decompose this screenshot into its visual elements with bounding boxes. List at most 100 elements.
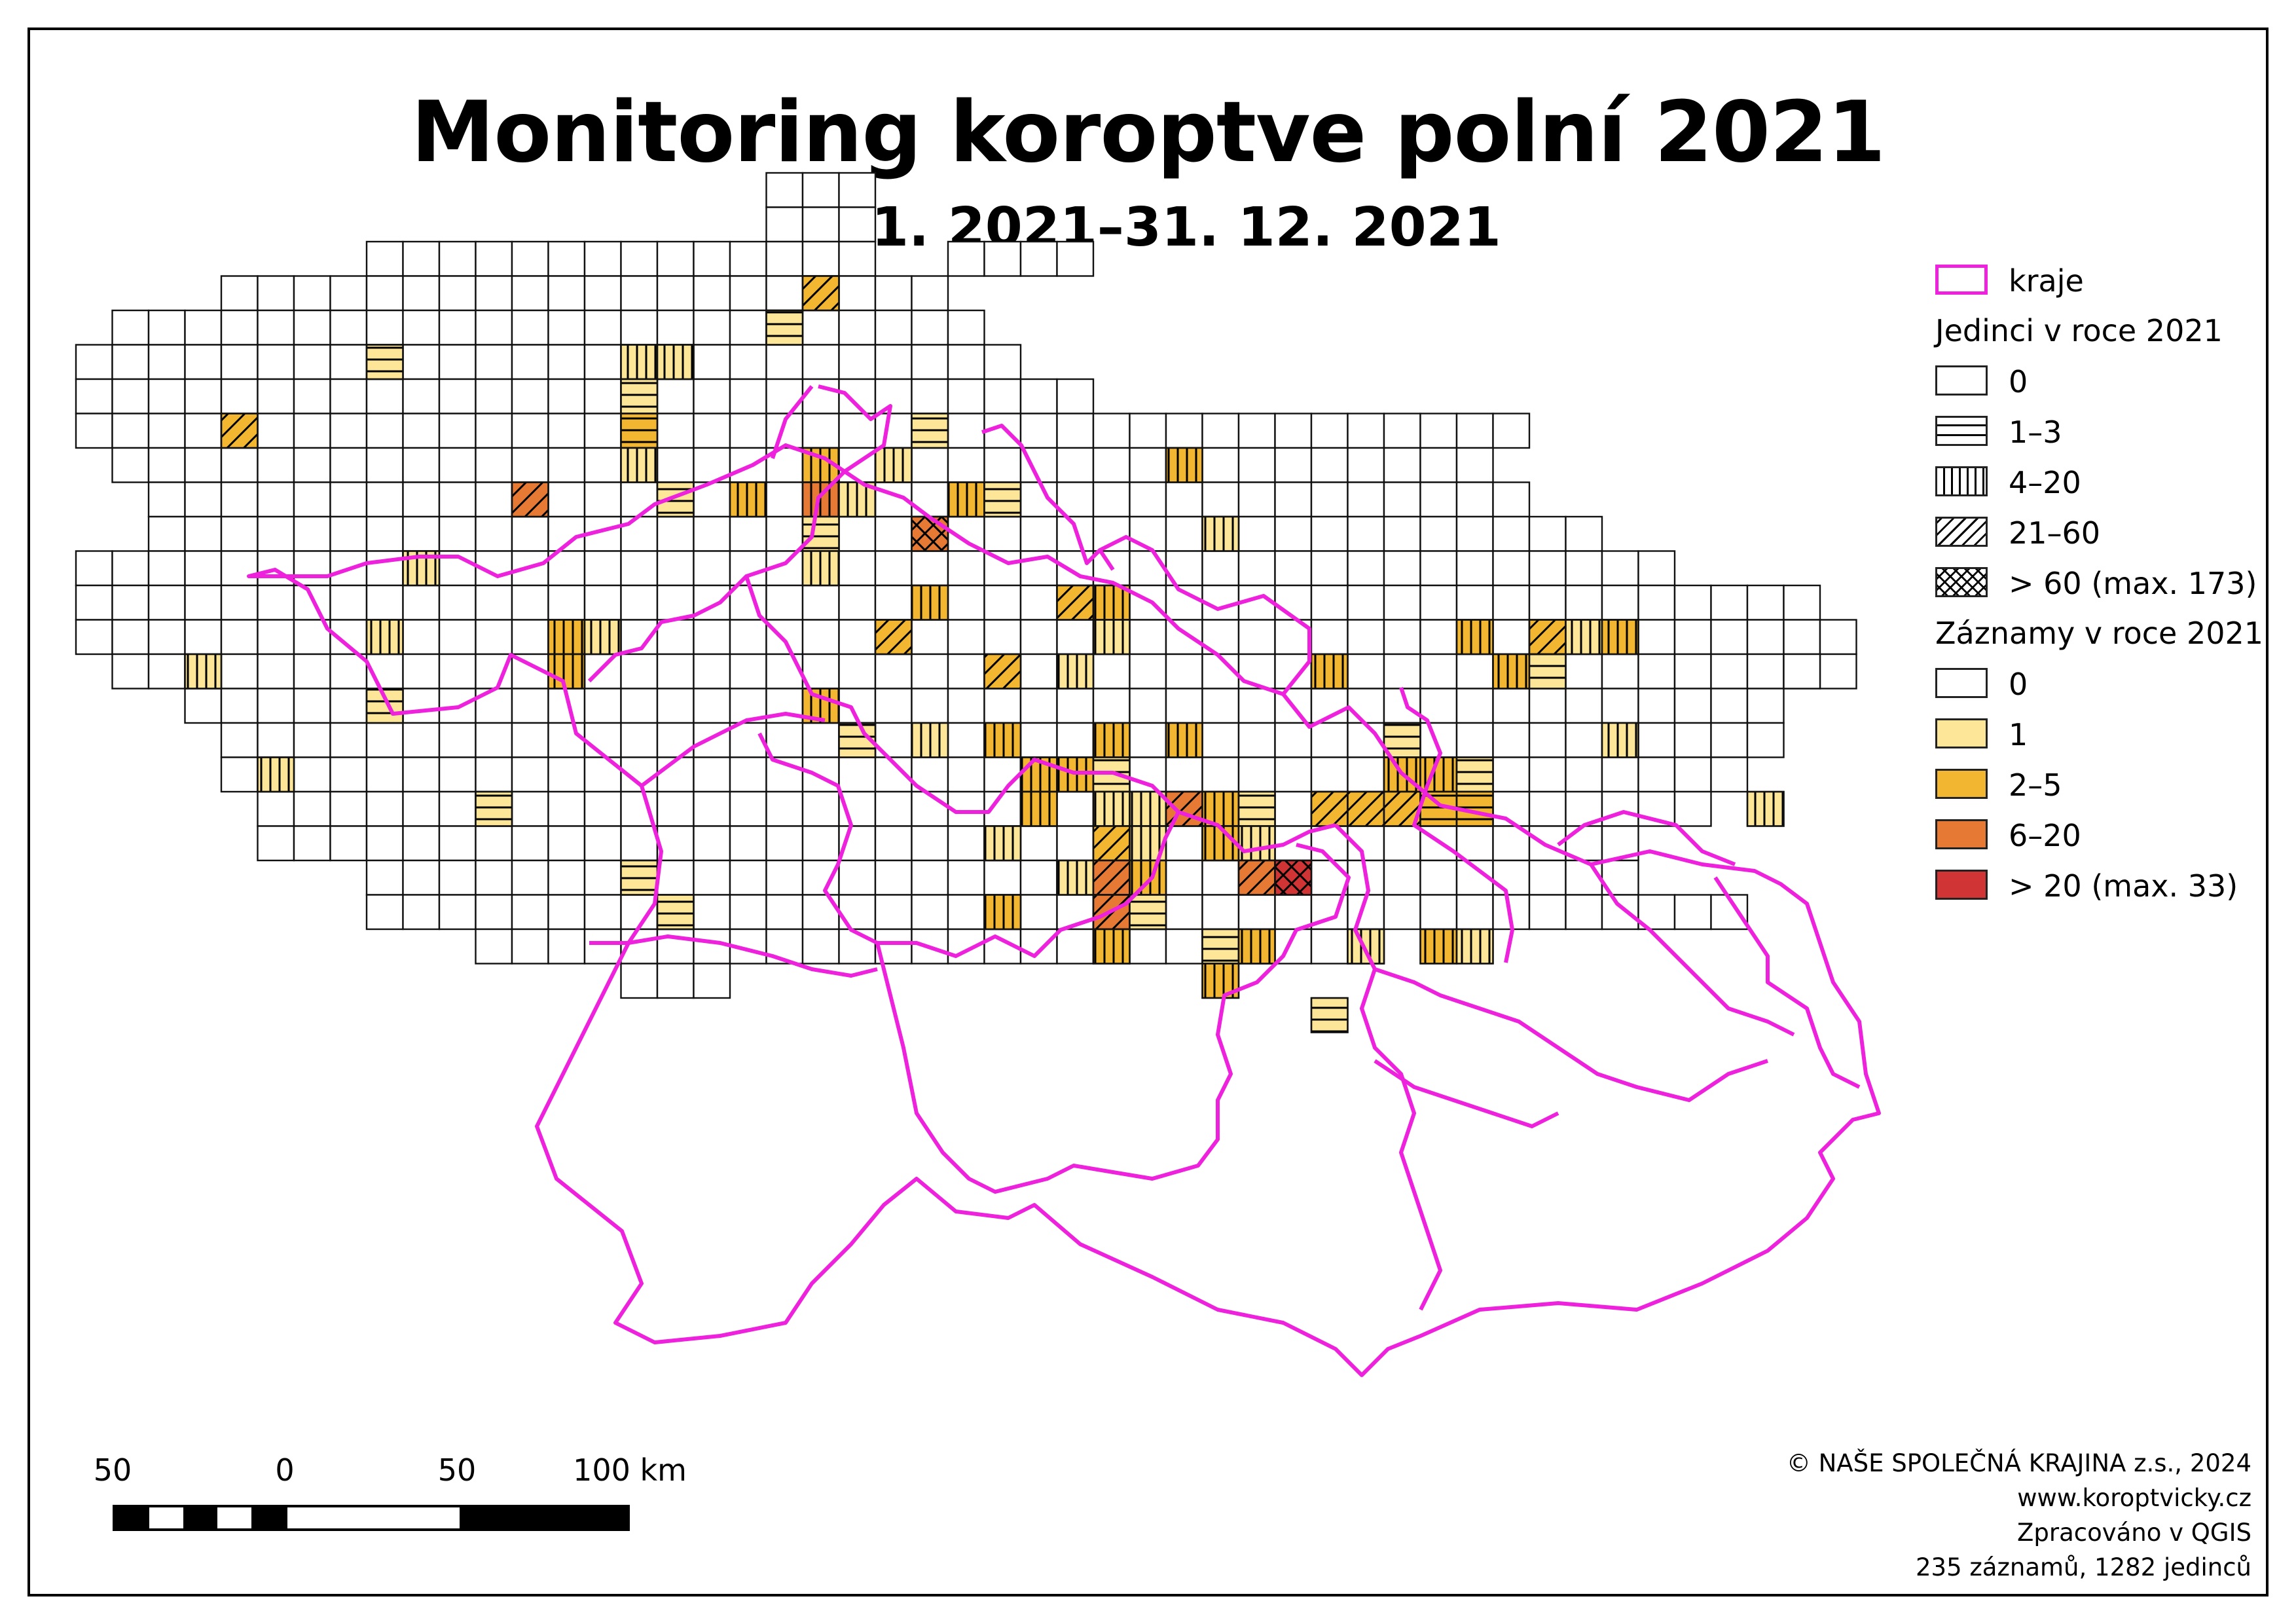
legend-swatch-individuals-0 [1935,365,1988,396]
grid-cell [693,859,731,896]
grid-cell [1383,619,1421,655]
grid-cell [402,447,441,483]
grid-cell [511,584,549,621]
grid-cell [75,550,113,587]
region-boundary [247,443,1881,1377]
grid-cell [1310,550,1349,587]
grid-cell [475,653,513,690]
grid-cell-hatch [1237,790,1276,827]
grid-cell [1637,619,1676,655]
grid-cell-hatch [1310,653,1349,690]
grid-cell [1274,413,1313,449]
grid-cell [475,825,513,862]
grid-cell [801,378,840,415]
grid-cell [293,447,331,483]
grid-cell [693,653,731,690]
grid-cell [729,756,767,793]
grid-cell [1237,550,1276,587]
grid-cell [583,928,622,965]
grid-cell-hatch [656,894,695,931]
grid-cell [1274,756,1313,793]
grid-cell-hatch [801,481,840,518]
region-boundary [640,712,826,788]
legend-swatch-records-2-5 [1935,769,1988,799]
grid-cell [947,584,985,621]
grid-cell [1201,688,1240,724]
grid-cell [1746,584,1785,621]
grid-cell [1129,688,1167,724]
grid-cell [147,550,186,587]
grid-cell [729,825,767,862]
grid-cell-hatch [583,619,622,655]
grid-cell [365,275,404,312]
legend-swatch-vertical-hatch [1935,466,1988,496]
grid-cell-hatch [983,481,1022,518]
legend-label: > 20 (max. 33) [2009,868,2238,904]
grid-cell [475,447,513,483]
grid-cell [475,584,513,621]
legend: kraje Jedinci v roce 2021 0 1–3 4–20 21–… [1935,255,2276,911]
grid-cell-hatch [801,275,840,312]
grid-cell-hatch [801,515,840,552]
grid-cell [547,928,586,965]
map-title: Monitoring koroptve polní 2021 [410,84,1886,181]
grid-cell-hatch [1237,859,1276,896]
grid-cell [402,378,441,415]
grid-cell [257,688,295,724]
grid-cell [547,894,586,931]
grid-cell [1129,619,1167,655]
grid-cell [1347,550,1385,587]
grid-cell [365,240,404,277]
grid-cell [656,859,695,896]
grid-cell [1419,619,1458,655]
grid-cell [257,825,295,862]
grid-cell [1165,894,1203,931]
grid-cell [1019,378,1058,415]
grid-cell [874,309,913,346]
grid-cell [656,378,695,415]
grid-cell [1165,688,1203,724]
grid-cell [1237,481,1276,518]
grid-cell-hatch [1565,619,1603,655]
grid-cell [1092,447,1131,483]
legend-item-individuals: > 60 (max. 173) [1935,558,2276,608]
grid-cell [1129,550,1167,587]
grid-cell [257,447,295,483]
grid-cell [620,653,659,690]
grid-cell [1492,756,1531,793]
grid-cell-hatch [911,413,949,449]
grid-cell [511,309,549,346]
grid-cell [1673,722,1712,758]
legend-label: 0 [2009,364,2028,399]
grid-cell [365,859,404,896]
grid-cell [147,309,186,346]
grid-cell [765,859,804,896]
grid-cell [1528,859,1567,896]
grid-cell [438,240,477,277]
grid-cell [656,309,695,346]
grid-cell [1419,894,1458,931]
grid-cell [1237,756,1276,793]
grid-cell [983,344,1022,380]
legend-label: 1 [2009,717,2028,752]
grid-cell-hatch [1310,790,1349,827]
grid-cell [1056,619,1095,655]
grid-cell [801,413,840,449]
grid-cell-hatch [620,859,659,896]
grid-cell [583,894,622,931]
grid-cell [947,653,985,690]
grid-cell [1528,894,1567,931]
grid-cell-hatch [1201,825,1240,862]
grid-cell [511,894,549,931]
grid-cell [1347,447,1385,483]
grid-cell [693,515,731,552]
grid-cell [693,963,731,999]
grid-cell [1746,619,1785,655]
grid-cell [1165,413,1203,449]
grid-cell-hatch [620,344,659,380]
grid-cell [620,722,659,758]
grid-cell [1165,515,1203,552]
grid-cell [1092,413,1131,449]
grid-cell [1310,481,1349,518]
grid-cell [983,550,1022,587]
